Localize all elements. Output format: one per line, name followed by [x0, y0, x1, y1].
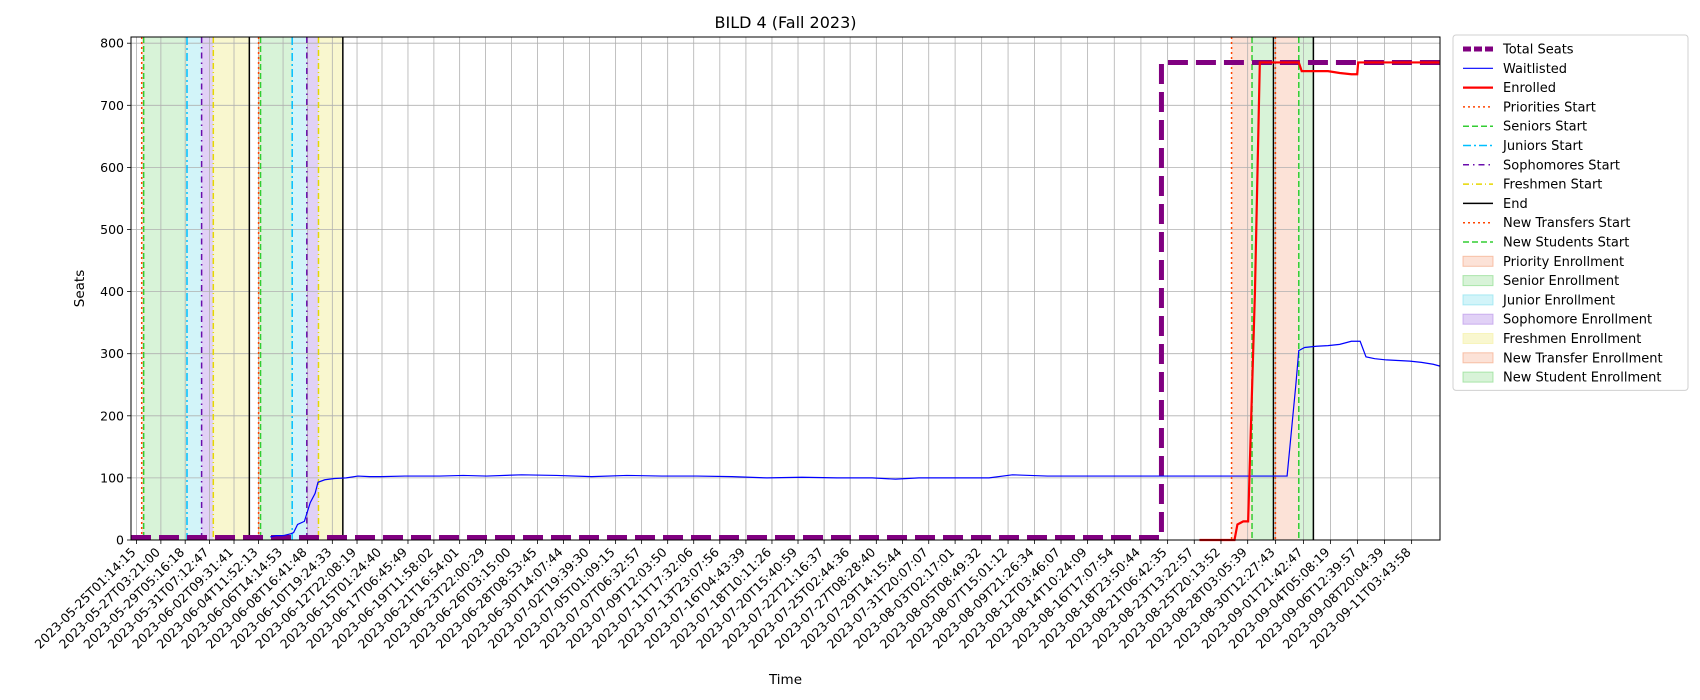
legend-label-juniors-start: Juniors Start — [1502, 139, 1583, 154]
y-axis-label: Seats — [72, 270, 88, 307]
legend-label-new-student-enrollment: New Student Enrollment — [1503, 371, 1661, 386]
legend-label-total-seats: Total Seats — [1502, 43, 1574, 58]
y-tick-label: 0 — [116, 533, 124, 548]
span-freshmen-enrollment — [213, 37, 250, 540]
span-freshmen-enrollment — [318, 37, 343, 540]
series-total-seats — [131, 59, 1440, 541]
span-new-student-enrollment — [1298, 37, 1314, 540]
legend-label-seniors-start: Seniors Start — [1503, 120, 1587, 135]
span-priority-enrollment — [1231, 37, 1253, 540]
span-junior-enrollment — [187, 37, 202, 540]
span-priority-enrollment — [258, 37, 261, 540]
legend-label-sophomore-enrollment: Sophomore Enrollment — [1503, 313, 1652, 328]
enrollment-spans — [141, 37, 1314, 540]
series-waitlisted — [270, 340, 1441, 538]
series — [131, 59, 1441, 542]
span-new-transfer-enrollment — [1275, 37, 1299, 540]
legend-swatch-sophomore-enrollment — [1462, 313, 1494, 325]
y-tick-label: 800 — [100, 36, 124, 51]
legend-swatch-senior-enrollment — [1462, 275, 1494, 287]
legend-swatch-junior-enrollment — [1462, 294, 1494, 306]
x-axis-label: Time — [768, 672, 802, 688]
y-tick-label: 200 — [100, 408, 124, 423]
span-senior-enrollment — [260, 37, 293, 540]
legend-label-end: End — [1503, 197, 1528, 212]
legend-label-priority-enrollment: Priority Enrollment — [1503, 255, 1624, 270]
x-ticks: 2023-05-25T01:14:152023-05-27T03:21:0020… — [32, 540, 1414, 652]
legend-label-waitlisted: Waitlisted — [1503, 62, 1567, 77]
y-tick-label: 500 — [100, 222, 124, 237]
y-tick-label: 700 — [100, 98, 124, 113]
y-tick-label: 100 — [100, 470, 124, 485]
legend-label-new-students-start: New Students Start — [1503, 236, 1629, 251]
y-tick-label: 600 — [100, 160, 124, 175]
plot-frame — [130, 36, 1441, 541]
legend: Total Seats Waitlisted Enrolled Priorities … — [1452, 34, 1689, 391]
span-senior-enrollment — [143, 37, 188, 540]
legend-label-new-transfer-enrollment: New Transfer Enrollment — [1503, 351, 1663, 366]
legend-label-enrolled: Enrolled — [1503, 81, 1556, 96]
legend-label-freshmen-enrollment: Freshmen Enrollment — [1503, 332, 1641, 347]
legend-swatch-priority-enrollment — [1462, 255, 1494, 267]
span-sophomore-enrollment — [201, 37, 214, 540]
series-enrolled — [1199, 61, 1440, 542]
legend-label-senior-enrollment: Senior Enrollment — [1503, 274, 1619, 289]
period-lines — [140, 37, 1315, 540]
y-tick-label: 400 — [100, 284, 124, 299]
legend-box — [1452, 34, 1689, 391]
span-sophomore-enrollment — [306, 37, 319, 540]
legend-label-junior-enrollment: Junior Enrollment — [1502, 293, 1615, 308]
legend-swatch-freshmen-enrollment — [1462, 333, 1494, 344]
legend-swatch-new-student-enrollment — [1462, 371, 1494, 383]
legend-label-priorities-start: Priorities Start — [1503, 100, 1596, 115]
chart-title: BILD 4 (Fall 2023) — [715, 13, 857, 32]
y-ticks: 0 100 200 300 400 500 600 700 800 — [100, 36, 131, 548]
legend-swatch-new-transfer-enrollment — [1462, 352, 1494, 364]
legend-label-new-transfers-start: New Transfers Start — [1503, 216, 1630, 231]
span-priority-enrollment — [141, 37, 144, 540]
y-tick-label: 300 — [100, 346, 124, 361]
span-junior-enrollment — [292, 37, 307, 540]
legend-label-sophomores-start: Sophomores Start — [1503, 158, 1620, 173]
legend-label-freshmen-start: Freshmen Start — [1503, 178, 1602, 193]
